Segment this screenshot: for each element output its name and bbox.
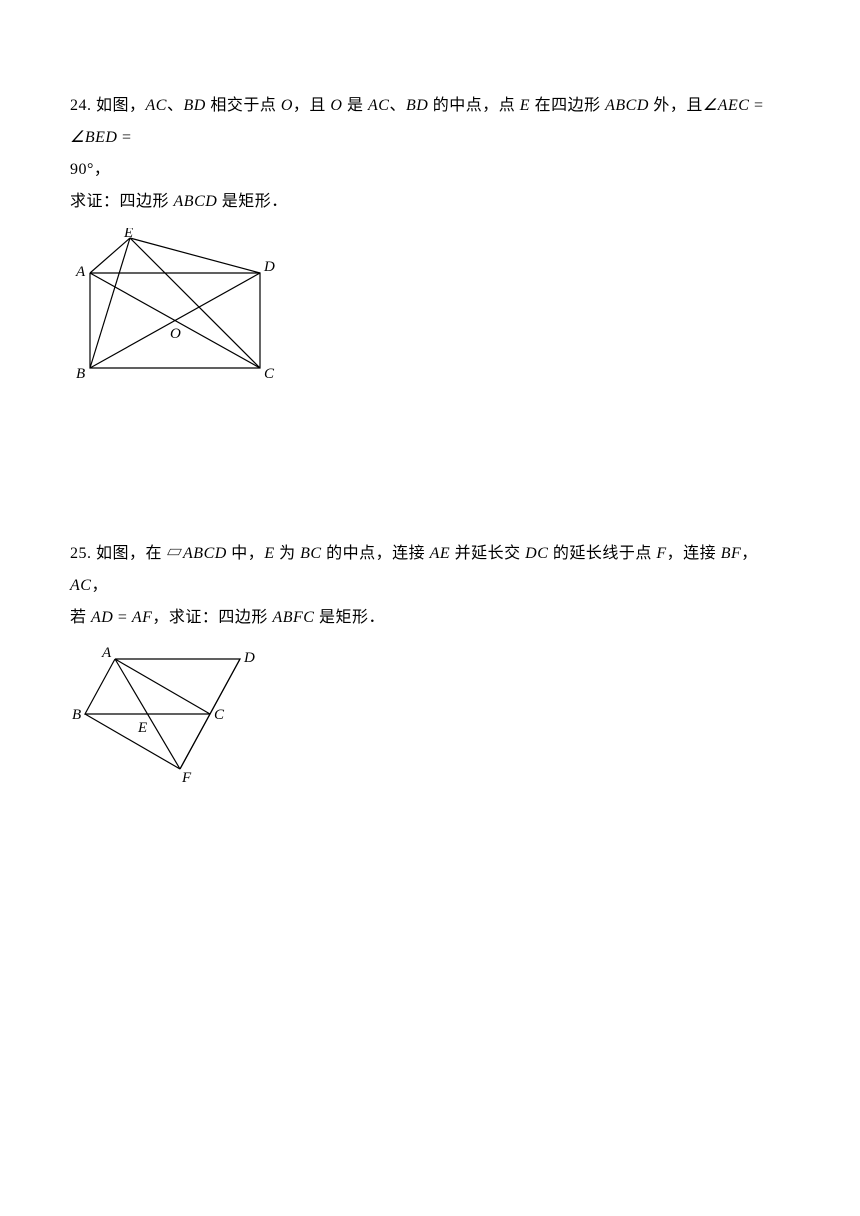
text: ， (91, 577, 108, 594)
svg-text:O: O (170, 326, 181, 342)
svg-text:C: C (264, 366, 275, 382)
page-content: 24. 如图，AC、BD 相交于点 O，且 O 是 AC、BD 的中点，点 E … (0, 0, 860, 1004)
problem-25: 25. 如图，在 ▱ABCD 中，E 为 BC 的中点，连接 AE 并延长交 D… (70, 538, 790, 784)
svg-text:C: C (214, 707, 225, 723)
text: ，求证：四边形 (152, 609, 272, 626)
svg-text:D: D (263, 259, 275, 275)
svg-text:A: A (75, 264, 86, 280)
var-abfc: ABFC (272, 609, 314, 626)
text: 的中点，点 (428, 97, 520, 114)
var-aec: ∠AEC (703, 97, 750, 114)
text: 相交于点 (206, 97, 281, 114)
problem-25-figure: A D B C E F (70, 644, 790, 784)
problem-24: 24. 如图，AC、BD 相交于点 O，且 O 是 AC、BD 的中点，点 E … (70, 90, 790, 388)
var-e: E (520, 97, 530, 114)
text: 为 (275, 545, 301, 562)
text: 外，且 (649, 97, 703, 114)
problem-number: 24. (70, 97, 92, 114)
var-dc: DC (525, 545, 548, 562)
text: 求证：四边形 (70, 193, 174, 210)
text: 若 (70, 609, 91, 626)
var-bed: ∠BED (70, 129, 117, 146)
var-bd: BD (406, 97, 428, 114)
svg-text:D: D (243, 650, 255, 666)
svg-text:F: F (181, 770, 192, 784)
var-f: F (656, 545, 666, 562)
var-ac: AC (70, 577, 91, 594)
problem-number: 25. (70, 545, 92, 562)
var-ad: AD (91, 609, 113, 626)
problem-24-text: 24. 如图，AC、BD 相交于点 O，且 O 是 AC、BD 的中点，点 E … (70, 90, 790, 218)
text: = (117, 129, 131, 146)
text: 并延长交 (450, 545, 525, 562)
figure-svg: A D B C E O (70, 228, 280, 388)
var-ae: AE (430, 545, 451, 562)
svg-text:E: E (137, 720, 147, 736)
var-o: O (330, 97, 342, 114)
problem-24-figure: A D B C E O (70, 228, 790, 388)
text: 、 (389, 97, 406, 114)
var-ac: AC (146, 97, 167, 114)
var-bf: BF (721, 545, 742, 562)
text: 如图，在 ▱ (92, 545, 184, 562)
var-abcd: ABCD (605, 97, 649, 114)
text: 90°， (70, 161, 110, 178)
text: ，连接 (667, 545, 721, 562)
var-o: O (281, 97, 293, 114)
text: 是矩形． (314, 609, 385, 626)
var-abcd: ABCD (183, 545, 227, 562)
svg-text:B: B (72, 707, 81, 723)
var-ac: AC (368, 97, 389, 114)
text: = (113, 609, 132, 626)
text: 如图， (92, 97, 146, 114)
text: ， (741, 545, 758, 562)
svg-text:B: B (76, 366, 85, 382)
text: 的延长线于点 (548, 545, 656, 562)
var-af: AF (132, 609, 153, 626)
var-abcd: ABCD (174, 193, 218, 210)
svg-text:A: A (101, 645, 112, 661)
text: 、 (167, 97, 184, 114)
text: 是矩形． (217, 193, 288, 210)
text: 的中点，连接 (322, 545, 430, 562)
text: ，且 (293, 97, 331, 114)
var-bd: BD (183, 97, 205, 114)
problem-25-text: 25. 如图，在 ▱ABCD 中，E 为 BC 的中点，连接 AE 并延长交 D… (70, 538, 790, 634)
var-bc: BC (300, 545, 321, 562)
figure-svg: A D B C E F (70, 644, 260, 784)
text: 是 (342, 97, 368, 114)
text: = (749, 97, 763, 114)
text: 在四边形 (530, 97, 605, 114)
var-e: E (264, 545, 274, 562)
text: 中， (227, 545, 265, 562)
svg-text:E: E (123, 228, 133, 241)
